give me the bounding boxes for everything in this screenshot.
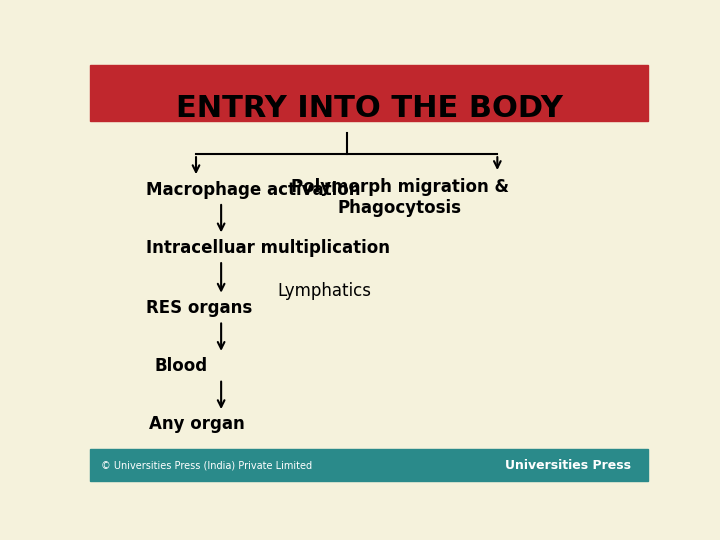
Bar <box>90 449 648 481</box>
Text: © Universities Press (India) Private Limited: © Universities Press (India) Private Lim… <box>101 460 312 470</box>
Bar <box>90 65 648 121</box>
Text: Intracelluar multiplication: Intracelluar multiplication <box>145 239 390 256</box>
Text: Lymphatics: Lymphatics <box>277 282 371 300</box>
Text: RES organs: RES organs <box>145 299 252 317</box>
Text: Universities Press: Universities Press <box>505 458 631 471</box>
Text: Blood: Blood <box>154 357 207 375</box>
Text: Polymorph migration &
Phagocytosis: Polymorph migration & Phagocytosis <box>291 178 509 217</box>
Text: Any organ: Any organ <box>148 415 244 434</box>
Text: ENTRY INTO THE BODY: ENTRY INTO THE BODY <box>176 94 562 123</box>
Text: Macrophage activation: Macrophage activation <box>145 180 360 199</box>
